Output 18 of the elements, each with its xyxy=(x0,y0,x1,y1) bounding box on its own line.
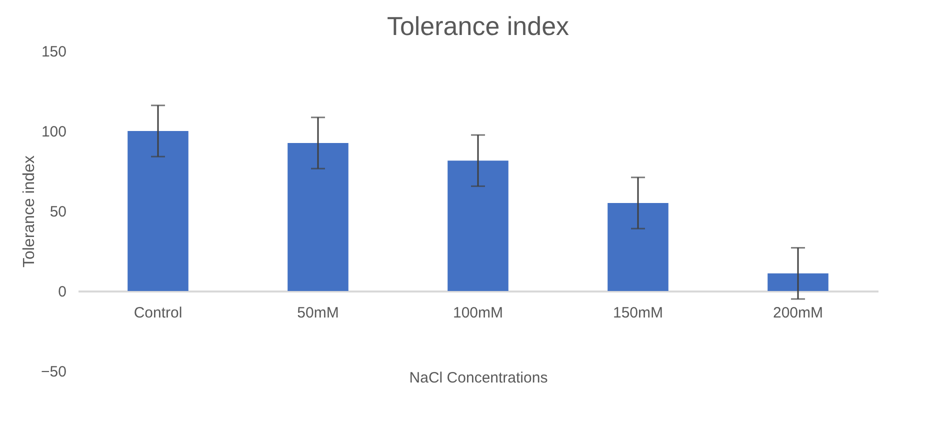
x-tick-label: 100mM xyxy=(452,304,504,322)
x-tick-label: 200mM xyxy=(772,304,824,322)
chart-title: Tolerance index xyxy=(386,11,570,41)
bar xyxy=(288,143,348,291)
y-tick-label: 50 xyxy=(50,204,66,220)
y-tick-label: 150 xyxy=(41,44,66,60)
y-tick-label: −50 xyxy=(41,364,66,380)
y-tick-label: 0 xyxy=(58,284,66,300)
bar xyxy=(128,131,188,291)
bar xyxy=(768,273,828,291)
x-tick-label: 50mM xyxy=(297,304,339,322)
bar xyxy=(448,160,508,291)
x-axis-title: NaCl Concentrations xyxy=(409,370,548,386)
y-axis-title: Tolerance index xyxy=(21,155,38,268)
x-tick-label: 150mM xyxy=(612,304,664,322)
x-tick-label: Control xyxy=(134,304,182,322)
bar xyxy=(608,203,668,291)
y-tick-label: 100 xyxy=(41,124,66,140)
